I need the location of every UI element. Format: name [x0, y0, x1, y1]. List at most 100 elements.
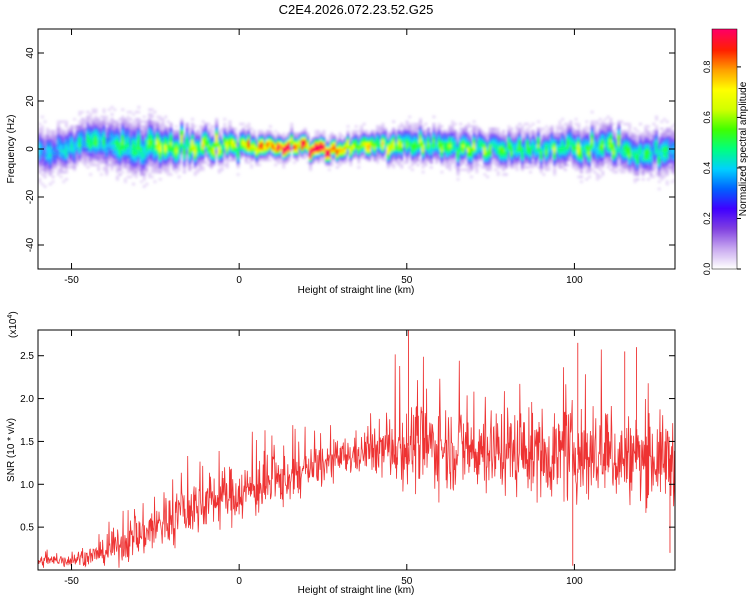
heatmap-cell — [644, 153, 648, 157]
heatmap-cell — [110, 163, 114, 167]
heatmap-cell — [201, 139, 205, 143]
heatmap-cell — [51, 141, 55, 145]
heatmap-cell — [257, 137, 262, 140]
heatmap-cell — [201, 125, 205, 128]
heatmap-cell — [335, 161, 339, 164]
heatmap-cell — [367, 132, 372, 136]
heatmap-cell — [351, 146, 356, 150]
heatmap-cell — [121, 122, 125, 126]
heatmap-cell — [150, 120, 154, 124]
heatmap-cell — [673, 137, 675, 140]
heatmap-cell — [97, 163, 101, 167]
heatmap-cell — [279, 156, 283, 160]
heatmap-cell — [198, 146, 203, 150]
heatmap-cell — [185, 156, 189, 160]
heatmap-cell — [451, 134, 455, 138]
heatmap-cell — [212, 137, 216, 140]
heatmap-cell — [131, 168, 136, 172]
heatmap-cell — [638, 170, 643, 174]
heatmap-cell — [539, 170, 543, 174]
heatmap-cell — [542, 153, 546, 157]
heatmap-cell — [105, 173, 109, 176]
heatmap-cell — [139, 134, 144, 138]
heatmap-cell — [327, 153, 331, 157]
heatmap-cell — [515, 146, 519, 150]
heatmap-cell — [510, 139, 514, 143]
heatmap-cell — [177, 151, 181, 155]
heatmap-cell — [662, 153, 667, 157]
heatmap-cell — [247, 141, 251, 145]
heatmap-cell — [349, 149, 353, 152]
heatmap-cell — [453, 139, 457, 143]
heatmap-cell — [51, 163, 55, 167]
heatmap-cell — [561, 151, 565, 155]
heatmap-cell — [295, 149, 299, 152]
heatmap-cell — [43, 175, 47, 179]
heatmap-cell — [338, 141, 342, 145]
heatmap-cell — [555, 153, 559, 157]
heatmap-cell — [306, 149, 310, 152]
heatmap-cell — [40, 115, 44, 119]
heatmap-cell — [579, 165, 584, 169]
heatmap-cell — [601, 132, 605, 136]
heatmap-cell — [169, 158, 173, 162]
heatmap-cell — [220, 158, 224, 162]
heatmap-cell — [359, 141, 364, 145]
heatmap-cell — [585, 129, 589, 133]
heatmap-cell — [426, 156, 431, 160]
heatmap-cell — [488, 165, 492, 169]
heatmap-cell — [201, 127, 205, 131]
heatmap-cell — [528, 149, 533, 152]
heatmap-cell — [308, 144, 313, 148]
heatmap-cell — [38, 129, 42, 133]
heatmap-cell — [158, 146, 162, 150]
heatmap-cell — [646, 163, 651, 167]
heatmap-cell — [579, 132, 584, 136]
heatmap-cell — [266, 153, 270, 157]
heatmap-cell — [502, 173, 506, 176]
heatmap-cell — [499, 146, 503, 150]
heatmap-cell — [322, 129, 326, 133]
heatmap-cell — [70, 149, 74, 152]
heatmap-cell — [453, 156, 457, 160]
heatmap-cell — [633, 146, 637, 150]
heatmap-cell — [410, 125, 415, 128]
heatmap-cell — [174, 129, 179, 133]
heatmap-cell — [209, 153, 213, 157]
heatmap-x-axis-label: Height of straight line (km) — [298, 285, 415, 296]
heatmap-cell — [598, 161, 602, 164]
heatmap-cell — [456, 144, 460, 148]
heatmap-cell — [134, 158, 138, 162]
heatmap-cell — [148, 161, 152, 164]
heatmap-cell — [536, 149, 541, 152]
heatmap-cell — [142, 168, 146, 172]
heatmap-cell — [282, 149, 286, 152]
heatmap-cell — [590, 151, 594, 155]
heatmap-cell — [228, 158, 232, 162]
heatmap-cell — [247, 149, 251, 152]
heatmap-cell — [118, 151, 122, 155]
heatmap-cell — [126, 170, 130, 174]
heatmap-cell — [255, 163, 259, 167]
heatmap-cell — [443, 149, 447, 152]
heatmap-cell — [70, 129, 74, 133]
heatmap-cell — [113, 161, 117, 164]
heatmap-cell — [244, 149, 248, 152]
heatmap-cell — [598, 149, 602, 152]
heatmap-cell — [260, 141, 264, 145]
heatmap-cell — [145, 151, 149, 155]
heatmap-cell — [636, 149, 640, 152]
colorbar-band — [712, 185, 737, 188]
heatmap-cell — [290, 139, 294, 143]
heatmap-cell — [437, 129, 441, 133]
heatmap-cell — [137, 165, 141, 169]
heatmap-cell — [593, 132, 597, 136]
heatmap-cell — [389, 137, 393, 140]
heatmap-cell — [351, 139, 356, 143]
heatmap-cell — [314, 137, 318, 140]
heatmap-cell — [566, 134, 570, 138]
heatmap-cell — [534, 144, 538, 148]
heatmap-cell — [327, 149, 331, 152]
heatmap-cell — [569, 156, 573, 160]
heatmap-cell — [266, 156, 270, 160]
